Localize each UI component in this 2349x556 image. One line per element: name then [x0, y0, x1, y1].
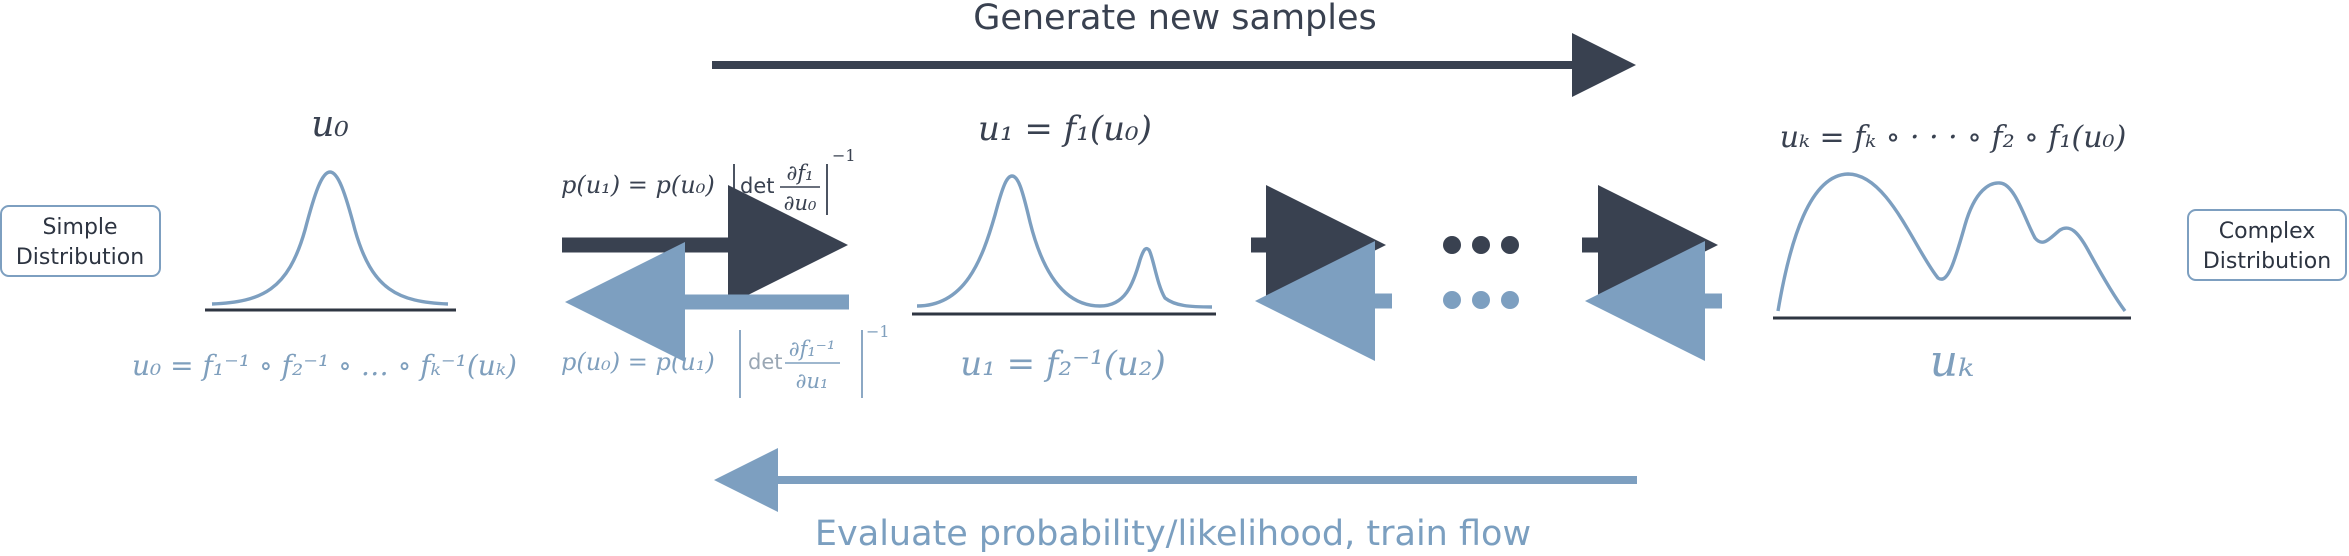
- simple-box-line1: Simple: [42, 215, 117, 240]
- forward-lhs: p(u₁) = p(u₀): [561, 171, 715, 199]
- label-u0-bottom: u₀ = f₁⁻¹ ∘ f₂⁻¹ ∘ … ∘ fₖ⁻¹(uₖ): [132, 349, 517, 382]
- label-u0-top: u₀: [311, 104, 349, 145]
- simple-distribution-box: Simple Distribution: [0, 205, 161, 277]
- label-uk-bottom: uₖ: [1930, 336, 1974, 387]
- curve-u1: [916, 174, 1213, 309]
- inverse-lhs: p(u₀) = p(u₁): [561, 348, 715, 376]
- inverse-power: −1: [866, 322, 890, 341]
- forward-det: det: [740, 174, 774, 198]
- curve-u0: [211, 170, 449, 306]
- inverse-density-formula: p(u₀) = p(u₁) det ∂f₁⁻¹ ∂u₁ −1: [561, 322, 890, 398]
- label-u1-top: u₁ = f₁(u₀): [978, 109, 1152, 149]
- complex-box-line1: Complex: [2219, 219, 2316, 244]
- inverse-den: ∂u₁: [796, 369, 829, 393]
- inverse-det: det: [748, 350, 782, 374]
- forward-num: ∂f₁: [786, 161, 813, 185]
- distribution-u1: [912, 174, 1216, 316]
- distribution-u0: [205, 170, 456, 312]
- evaluate-label: Evaluate probability/likelihood, train f…: [815, 514, 1531, 554]
- inverse-num: ∂f₁⁻¹: [789, 337, 836, 361]
- ellipsis-dots-dark: [1443, 236, 1519, 254]
- forward-power: −1: [832, 146, 856, 165]
- forward-density-formula: p(u₁) = p(u₀) det ∂f₁ ∂u₀ −1: [561, 146, 856, 215]
- generate-label: Generate new samples: [973, 0, 1377, 38]
- curve-uk: [1776, 172, 2127, 313]
- ellipsis-dots-light: [1443, 291, 1519, 309]
- complex-distribution-box: Complex Distribution: [2187, 209, 2347, 281]
- label-uk-top: uₖ = fₖ ∘ · · · ∘ f₂ ∘ f₁(u₀): [1780, 120, 2127, 155]
- simple-box-line2: Distribution: [16, 245, 144, 270]
- complex-box-line2: Distribution: [2203, 249, 2331, 274]
- forward-den: ∂u₀: [784, 191, 817, 215]
- distribution-uk: [1773, 172, 2131, 320]
- label-u1-bottom: u₁ = f₂⁻¹(u₂): [960, 344, 1165, 384]
